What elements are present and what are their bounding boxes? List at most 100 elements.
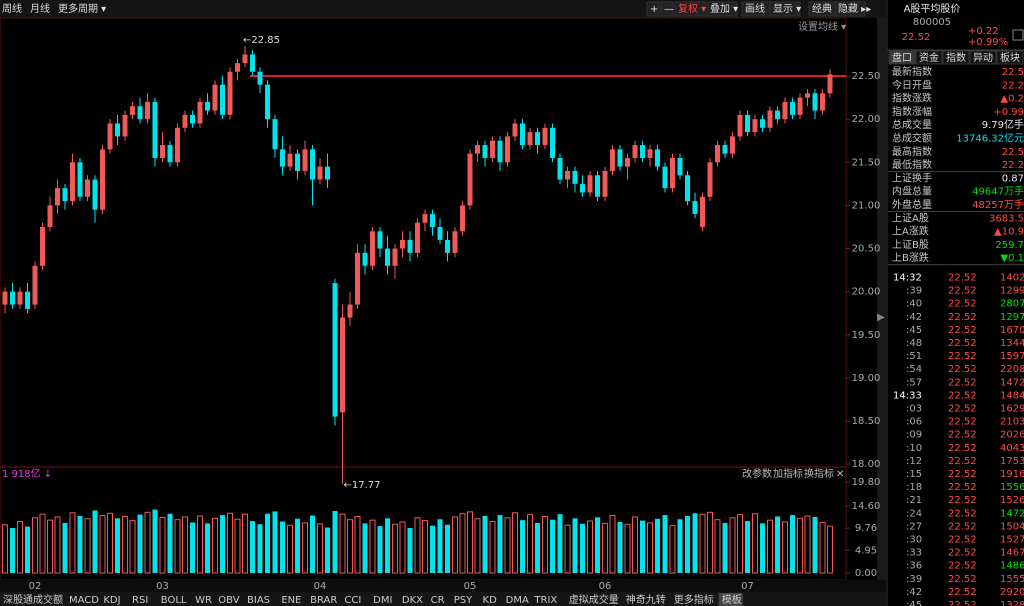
scrollbar[interactable] <box>877 18 886 580</box>
tick-time: :45 <box>906 325 922 336</box>
y-tick-label: 22.50 <box>852 71 881 82</box>
candle-body <box>385 248 390 266</box>
candle-body <box>595 175 600 197</box>
stat-value: 259.7 <box>995 240 1024 251</box>
candle-body <box>677 157 683 176</box>
candle-body <box>527 132 533 146</box>
ma-setting[interactable]: 设置均线 ▾ <box>798 20 846 33</box>
tick-price: 22.52 <box>948 430 977 441</box>
toolbar-button[interactable]: 隐藏 ▸▸ <box>838 3 871 15</box>
candle-body <box>407 239 413 253</box>
candle-body <box>100 149 105 210</box>
indicator-tab[interactable]: MACD <box>69 595 99 606</box>
indicator-tab[interactable]: RSI <box>132 595 148 606</box>
indicator-tab[interactable]: ENE <box>281 595 301 606</box>
indicator-tab[interactable]: 神奇九转 <box>626 593 666 606</box>
indicator-control[interactable]: ✕ <box>836 469 844 480</box>
toolbar-button[interactable]: 叠加 ▾ <box>710 3 738 15</box>
toolbar-button[interactable]: 复权 ▾ <box>678 2 706 15</box>
indicator-tab[interactable]: DMA <box>506 595 529 606</box>
toolbar-button[interactable]: — <box>664 4 674 15</box>
candle-body <box>775 110 780 120</box>
tick-time: :39 <box>906 574 922 585</box>
stat-label: 上证换手 <box>892 171 932 184</box>
indicator-control[interactable]: 加指标 <box>773 467 803 480</box>
volume-bar <box>347 519 353 574</box>
candle-body <box>235 63 240 72</box>
candle-body <box>310 149 315 180</box>
indicator-tab[interactable]: BIAS <box>247 595 270 606</box>
candle-body <box>512 123 518 137</box>
panel-tab-bg[interactable] <box>996 50 1024 65</box>
tick-volume: 162915 <box>1000 404 1024 415</box>
tick-volume: 210320 <box>1000 417 1024 428</box>
volume-bar <box>535 522 540 573</box>
indicator-tab[interactable]: DMI <box>373 595 392 606</box>
toolbar-button-bg[interactable] <box>660 1 674 17</box>
indicator-tab[interactable]: DKX <box>402 595 423 606</box>
candle-body <box>475 145 480 154</box>
toolbar-button-bg[interactable] <box>834 1 866 17</box>
indicator-tab[interactable]: 更多指标 <box>674 593 714 606</box>
volume-bar <box>812 516 818 573</box>
toolbar-button-bg[interactable] <box>769 1 801 17</box>
indicator-control[interactable]: 换指标 <box>804 467 834 480</box>
panel-tab-bg[interactable] <box>915 50 943 65</box>
toolbar-button-bg[interactable] <box>674 1 706 17</box>
toolbar-button-bg[interactable] <box>646 1 660 17</box>
toolbar-button[interactable]: 经典 <box>812 2 832 15</box>
volume-bar <box>617 521 623 573</box>
indicator-tab[interactable]: WR <box>195 595 212 606</box>
panel-tab[interactable]: 资金 <box>919 51 939 64</box>
candle-body <box>655 149 660 167</box>
y-tick-label: 18.50 <box>852 416 881 427</box>
tick-time: 14:33 <box>893 390 922 401</box>
volume-bar <box>144 511 151 574</box>
tick-volume: 175375 <box>1000 456 1024 467</box>
indicator-tab[interactable]: BRAR <box>310 595 337 606</box>
scroll-arrow[interactable]: ▶ <box>877 312 885 323</box>
panel-tab-bg[interactable] <box>969 50 997 65</box>
volume-bar <box>10 527 15 573</box>
tick-price: 22.52 <box>948 325 977 336</box>
volume-title: 1 918亿 ↓ <box>2 467 52 480</box>
indicator-tab[interactable]: 虚拟成交量 <box>569 593 619 606</box>
tick-time: :18 <box>906 482 922 493</box>
tick-time: :36 <box>906 561 922 572</box>
volume-bar <box>17 521 23 574</box>
stat-value: 13746.32亿元 <box>956 132 1024 145</box>
period-button[interactable]: 周线 <box>2 2 22 15</box>
indicator-tab[interactable]: KDJ <box>103 595 120 606</box>
toolbar-button[interactable]: 显示 ▾ <box>773 3 801 15</box>
indicator-tab[interactable]: TRIX <box>533 595 557 606</box>
indicator-tab[interactable]: OBV <box>218 595 239 606</box>
toolbar-button[interactable]: 画线 <box>745 2 765 15</box>
indicator-tab[interactable]: CCI <box>344 595 361 606</box>
toolbar-button-bg[interactable] <box>706 1 738 17</box>
toolbar-button[interactable]: + <box>650 4 658 15</box>
panel-tab[interactable]: 指数 <box>946 51 966 64</box>
volume-bar <box>595 517 600 573</box>
tab-active-bg[interactable] <box>718 593 743 606</box>
volume-bar <box>572 518 578 573</box>
tick-time: :40 <box>906 299 922 310</box>
indicator-tab[interactable]: 模板 <box>722 593 742 606</box>
volume-bar <box>129 520 136 574</box>
indicator-tab[interactable]: PSY <box>454 595 473 606</box>
period-button[interactable]: 更多周期 ▾ <box>58 2 106 15</box>
period-button[interactable]: 月线 <box>30 2 50 15</box>
indicator-tab[interactable]: KD <box>483 595 498 606</box>
indicator-tab[interactable]: BOLL <box>161 595 187 606</box>
indicator-tab[interactable]: CR <box>431 595 445 606</box>
indicator-tab[interactable]: 深股通成交额 <box>3 593 63 606</box>
panel-tab[interactable]: 异动 <box>973 52 993 64</box>
panel-tab-bg[interactable] <box>888 50 916 65</box>
panel-tab[interactable]: 盘口 <box>892 51 912 64</box>
candle-body <box>130 106 135 115</box>
indicator-control[interactable]: 改参数 <box>742 467 772 480</box>
add-button[interactable] <box>1012 29 1024 41</box>
panel-tab[interactable]: 板块 <box>1000 51 1020 64</box>
panel-tab-bg[interactable] <box>942 50 970 65</box>
stat-label: 外盘总量 <box>892 198 932 211</box>
tick-time: :39 <box>906 286 922 297</box>
